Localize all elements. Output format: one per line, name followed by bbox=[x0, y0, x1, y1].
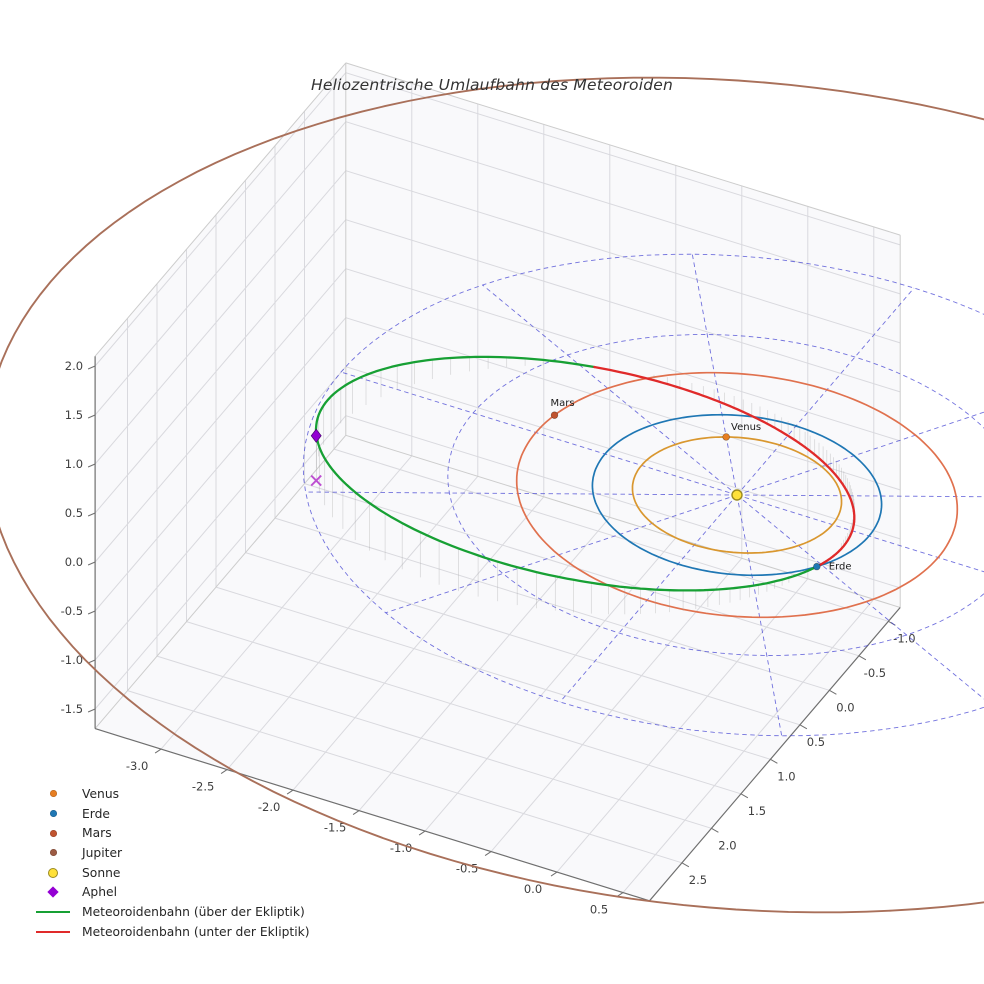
axis-panes bbox=[95, 62, 901, 901]
sonne-position bbox=[731, 489, 743, 501]
markers bbox=[310, 411, 821, 571]
z-tick-label: -0.5 bbox=[61, 604, 83, 618]
z-tick-label: -1.0 bbox=[61, 653, 83, 667]
axis-grid bbox=[94, 72, 901, 893]
chart-title: Heliozentrische Umlaufbahn des Meteoroid… bbox=[310, 76, 673, 94]
erde-position bbox=[813, 562, 821, 571]
orbit-venus bbox=[631, 436, 843, 554]
ecliptic-spoke bbox=[736, 494, 984, 700]
y-tick-label: 2.5 bbox=[689, 873, 707, 887]
y-tick-label: 1.0 bbox=[777, 769, 795, 783]
legend-label: Jupiter bbox=[82, 845, 123, 860]
aphel-ekliptik-projektion bbox=[310, 474, 322, 487]
legend-item: Aphel bbox=[30, 882, 310, 902]
legend-label: Meteoroidenbahn (unter der Ekliptik) bbox=[82, 924, 310, 939]
x-tick-label: -1.5 bbox=[324, 821, 346, 835]
legend-label: Meteoroidenbahn (über der Ekliptik) bbox=[82, 904, 305, 919]
legend-item: Jupiter bbox=[30, 843, 310, 863]
ecliptic-spoke bbox=[385, 494, 738, 614]
meteoroid-orbit-below-ecliptic bbox=[593, 365, 856, 513]
ecliptic-spoke bbox=[736, 411, 984, 496]
legend-marker-line bbox=[30, 910, 76, 914]
ecliptic-spoke bbox=[691, 254, 738, 496]
legend-label: Aphel bbox=[82, 885, 117, 900]
legend-marker-line bbox=[30, 930, 76, 933]
z-tick-label: 0.5 bbox=[65, 506, 83, 520]
x-tick-label: -1.0 bbox=[390, 841, 412, 855]
x-tick-label: -3.0 bbox=[126, 759, 148, 773]
meteoroid-orbit-above-ecliptic bbox=[314, 355, 818, 592]
orbit-erde bbox=[591, 413, 883, 577]
x-tick-label: -2.0 bbox=[258, 800, 280, 814]
legend-label: Sonne bbox=[82, 865, 121, 880]
legend-item: Erde bbox=[30, 804, 310, 824]
y-tick-label: 2.0 bbox=[718, 838, 736, 852]
legend-item: Mars bbox=[30, 823, 310, 843]
z-tick-label: 1.5 bbox=[65, 408, 83, 422]
legend-item: Meteoroidenbahn (unter der Ekliptik) bbox=[30, 922, 310, 942]
y-tick-label: 0.5 bbox=[807, 735, 825, 749]
orbit-jupiter bbox=[0, 76, 984, 914]
x-tick-label: -0.5 bbox=[456, 862, 478, 876]
ecliptic-spoke bbox=[736, 494, 783, 736]
orbit-mars bbox=[515, 371, 959, 619]
legend-label: Venus bbox=[82, 786, 120, 801]
marker-labels: Venus Erde Mars bbox=[550, 398, 851, 572]
x-tick-label: 0.0 bbox=[524, 882, 542, 896]
annotation-venus: Venus bbox=[731, 422, 761, 433]
legend-item: Venus bbox=[30, 784, 310, 804]
legend-label: Erde bbox=[82, 806, 110, 821]
z-tick-label: -1.5 bbox=[61, 702, 83, 716]
legend-marker-dot bbox=[30, 829, 76, 837]
aphel-position bbox=[310, 428, 322, 443]
ecliptic-spoke bbox=[482, 284, 738, 496]
y-tick-label: 1.5 bbox=[748, 804, 766, 818]
legend-marker-diamond bbox=[30, 886, 76, 898]
legend-marker-dot-large bbox=[30, 867, 76, 878]
y-tick-label: 0.0 bbox=[836, 700, 854, 714]
legend-marker-dot bbox=[30, 849, 76, 857]
x-tick-label: -2.5 bbox=[192, 780, 214, 794]
z-tick-label: 0.0 bbox=[65, 555, 83, 569]
legend-label: Mars bbox=[82, 826, 112, 841]
ecliptic-spoke bbox=[736, 287, 915, 496]
meteoroid-orbit-below-ecliptic bbox=[815, 510, 856, 568]
ecliptic-circle bbox=[302, 253, 984, 737]
legend: Venus Erde Mars Jupiter Sonne Aphel Meteoroide… bbox=[30, 784, 310, 942]
legend-marker-dot bbox=[30, 790, 76, 798]
annotation-erde: Erde bbox=[829, 562, 852, 573]
legend-item: Sonne bbox=[30, 863, 310, 883]
y-tick-label: -0.5 bbox=[864, 666, 886, 680]
annotation-mars: Mars bbox=[550, 398, 574, 409]
axis-tick-labels: -3.0 -2.5 -2.0 -1.5 -1.0 -0.5 0.0 0.5 -1.0 -0.5 0.… bbox=[61, 359, 916, 917]
x-tick-label: 0.5 bbox=[590, 903, 608, 917]
z-tick-label: 1.0 bbox=[65, 457, 83, 471]
ecliptic-spoke bbox=[340, 371, 738, 496]
legend-marker-dot bbox=[30, 810, 76, 818]
mars-position bbox=[550, 411, 559, 419]
planet-orbits bbox=[0, 76, 984, 914]
venus-position bbox=[722, 433, 730, 441]
ecliptic-spoke bbox=[559, 494, 738, 703]
meteoroid-orbit bbox=[314, 355, 856, 592]
legend-item: Meteoroidenbahn (über der Ekliptik) bbox=[30, 902, 310, 922]
y-tick-label: -1.0 bbox=[893, 631, 915, 645]
z-tick-label: 2.0 bbox=[65, 359, 83, 373]
